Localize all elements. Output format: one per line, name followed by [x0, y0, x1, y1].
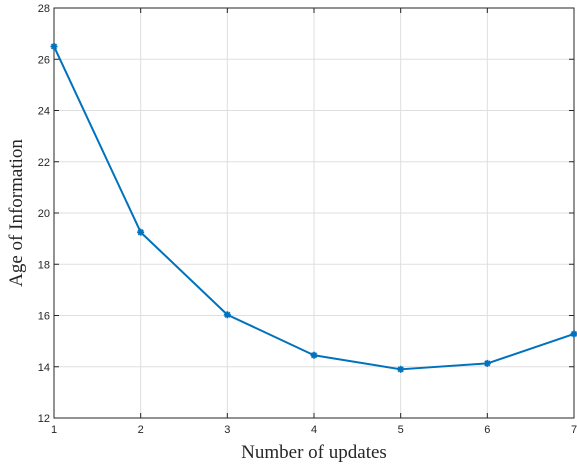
y-tick-label: 12 — [38, 413, 50, 425]
x-tick-label: 5 — [398, 424, 404, 436]
series-group — [50, 42, 577, 373]
y-tick-label: 24 — [38, 106, 50, 118]
data-point — [137, 228, 145, 236]
grid — [53, 7, 575, 419]
data-point — [570, 330, 577, 338]
x-tick-label: 7 — [571, 424, 577, 436]
data-point — [50, 42, 58, 50]
x-tick-labels: 1 2 3 4 5 6 7 — [51, 424, 577, 436]
y-tick-label: 22 — [38, 157, 50, 169]
data-point — [397, 365, 405, 373]
data-point — [310, 351, 318, 359]
y-axis-label: Age of Information — [6, 139, 27, 287]
y-tick-label: 28 — [38, 3, 50, 15]
y-tick-label: 14 — [38, 362, 50, 374]
y-tick-label: 20 — [38, 208, 50, 220]
x-axis-label: Number of updates — [241, 442, 387, 463]
y-tick-labels: 12 14 16 18 20 22 24 26 28 — [38, 3, 50, 425]
tick-marks — [53, 7, 575, 419]
x-tick-label: 2 — [138, 424, 144, 436]
y-tick-label: 18 — [38, 259, 50, 271]
y-tick-label: 26 — [38, 54, 50, 66]
data-point — [483, 359, 491, 367]
x-tick-label: 4 — [311, 424, 317, 436]
y-tick-label: 16 — [38, 311, 50, 323]
data-point — [223, 311, 231, 319]
x-tick-label: 1 — [51, 424, 57, 436]
x-tick-label: 6 — [484, 424, 490, 436]
x-tick-label: 3 — [224, 424, 230, 436]
